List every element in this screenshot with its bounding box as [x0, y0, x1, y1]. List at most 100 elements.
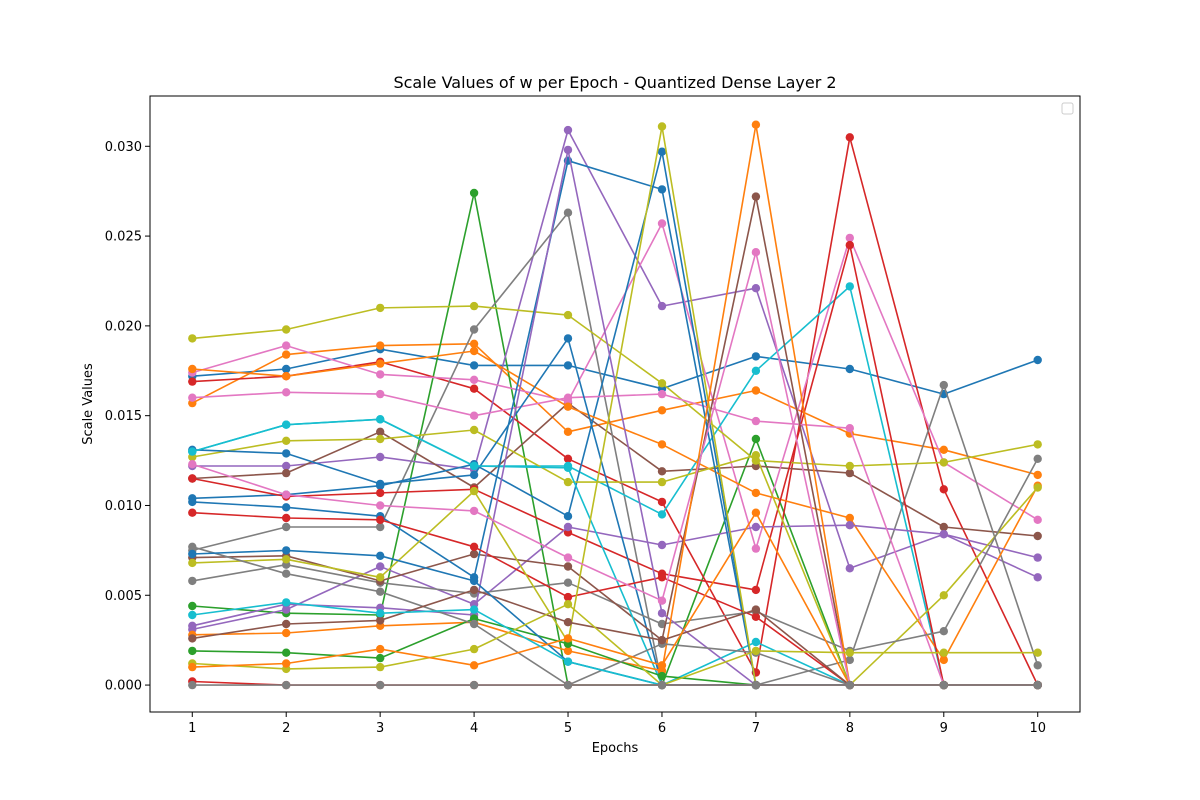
data-point [751, 434, 761, 444]
data-point [563, 512, 573, 521]
data-point [188, 377, 197, 386]
series-line [192, 244, 1038, 686]
chart-title: Scale Values of w per Epoch - Quantized … [393, 73, 836, 92]
data-point [469, 576, 479, 586]
x-tick-label: 2 [282, 721, 290, 736]
series-14 [188, 521, 1042, 634]
data-point [1033, 454, 1042, 463]
data-point [188, 364, 197, 374]
data-point [563, 657, 573, 666]
data-point [657, 389, 667, 399]
x-tick-label: 1 [188, 721, 196, 736]
data-point [188, 558, 197, 568]
data-point [188, 447, 197, 456]
data-point [563, 600, 573, 609]
series-line [192, 222, 1039, 550]
data-point [1033, 483, 1042, 492]
series-15 [188, 425, 1042, 690]
data-point [282, 468, 291, 478]
series-line [192, 402, 1038, 537]
data-point [563, 578, 573, 587]
data-point [751, 386, 761, 395]
data-point [376, 452, 385, 462]
data-point [563, 393, 573, 402]
data-point [469, 346, 479, 356]
data-point [751, 248, 761, 257]
data-point [282, 350, 291, 359]
data-point [939, 591, 948, 600]
data-point [939, 655, 948, 665]
data-point [1033, 355, 1042, 365]
data-point [469, 301, 479, 311]
data-point [1033, 470, 1042, 480]
data-point [1033, 648, 1042, 657]
data-point [282, 341, 291, 350]
data-point [282, 364, 291, 374]
data-point [751, 284, 761, 293]
data-point [1033, 515, 1042, 524]
data-point [657, 122, 667, 131]
data-point [845, 513, 854, 523]
data-point [657, 596, 667, 605]
data-point [376, 562, 385, 571]
x-tick-label: 8 [846, 721, 854, 736]
data-point [939, 530, 948, 539]
y-axis: 0.000 0.005 0.010 0.015 0.020 0.025 0.030 [105, 140, 150, 694]
series-35 [188, 680, 1042, 690]
data-point [376, 434, 385, 444]
data-point [751, 352, 761, 361]
data-point [751, 488, 761, 498]
x-axis: 1 2 3 4 5 6 7 8 9 10 [188, 712, 1046, 736]
data-point [751, 680, 761, 690]
data-point [657, 467, 667, 476]
data-point [376, 427, 385, 436]
data-point [469, 470, 479, 480]
data-point [939, 522, 948, 532]
data-point [563, 592, 573, 602]
data-point [376, 479, 385, 489]
data-point [376, 389, 385, 399]
data-point [282, 648, 291, 657]
data-point [845, 240, 854, 250]
data-point [376, 488, 385, 498]
data-point [469, 585, 479, 595]
data-point [845, 468, 854, 478]
data-point [376, 522, 385, 532]
data-point [939, 627, 948, 636]
data-point [188, 576, 197, 586]
y-tick-label: 0.015 [105, 409, 142, 424]
data-point [376, 573, 385, 582]
data-point [657, 440, 667, 449]
data-point [282, 420, 291, 429]
x-tick-label: 9 [940, 721, 948, 736]
data-point [188, 662, 197, 672]
x-tick-label: 10 [1029, 721, 1046, 736]
data-point [188, 508, 197, 517]
data-point [845, 233, 854, 243]
data-point [657, 671, 667, 681]
data-point [188, 549, 197, 559]
x-tick-label: 7 [752, 721, 760, 736]
data-point [376, 644, 385, 654]
y-tick-label: 0.020 [105, 319, 142, 334]
data-point [1033, 661, 1042, 670]
series-line [192, 348, 1038, 395]
y-tick-label: 0.005 [105, 589, 142, 604]
data-point [376, 680, 385, 690]
data-point [563, 646, 573, 656]
data-point [845, 564, 854, 573]
data-point [563, 310, 573, 320]
data-point [1033, 531, 1042, 541]
data-point [845, 424, 854, 433]
data-point [657, 301, 667, 311]
data-point [469, 425, 479, 435]
x-tick-label: 4 [470, 721, 478, 736]
data-point [1033, 553, 1042, 562]
data-point [657, 680, 667, 690]
series-7 [188, 219, 1042, 553]
data-point [563, 562, 573, 571]
data-point [469, 411, 479, 420]
y-tick-label: 0.010 [105, 499, 142, 514]
series-line [192, 429, 1039, 686]
